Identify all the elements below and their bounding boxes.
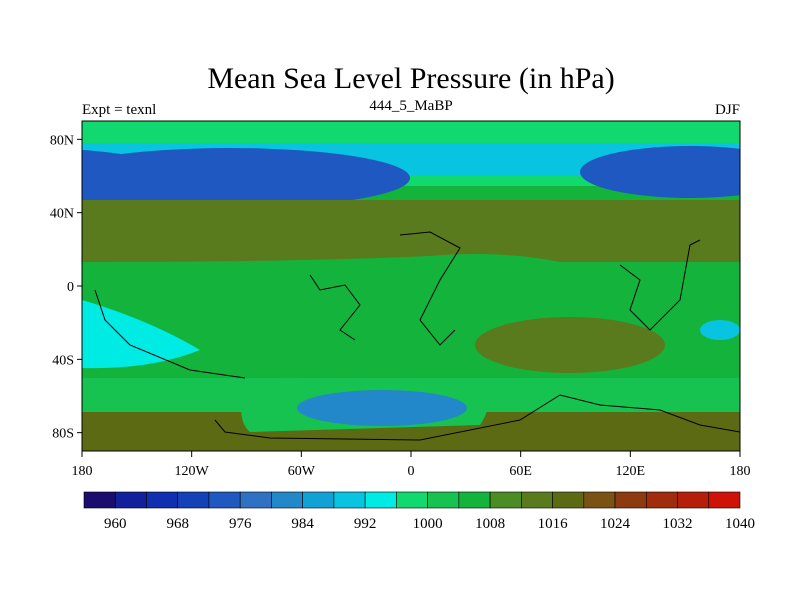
colorbar-swatch: [521, 491, 553, 509]
subtitle-center: 444_5_MaBP: [369, 98, 452, 114]
coast-africa: [399, 231, 461, 346]
x-tick-label: 60W: [288, 464, 316, 479]
chart-title: Mean Sea Level Pressure (in hPa): [207, 62, 614, 95]
field-arctic-top: [82, 121, 740, 143]
colorbar-swatch: [489, 491, 522, 509]
field-icelandic-low: [580, 146, 740, 198]
x-tick-label: 60E: [509, 464, 532, 479]
coastlines: [94, 231, 740, 441]
field-aleutian-low: [82, 148, 410, 208]
colorbar-label: 1040: [725, 516, 755, 532]
colorbar-swatch: [458, 491, 491, 509]
colorbar-swatch: [614, 491, 647, 509]
field-south-pacific-trough: [82, 300, 200, 369]
y-tick-label: 40S: [52, 353, 74, 368]
colorbar-swatch: [146, 491, 179, 509]
colorbar-swatch: [552, 491, 585, 509]
colorbar: [83, 491, 741, 509]
colorbar-label: 960: [104, 516, 127, 532]
colorbar-swatch: [239, 491, 272, 509]
x-tick-label: 0: [408, 464, 415, 479]
x-tick-label: 180: [72, 464, 93, 479]
subtitle-right: DJF: [715, 102, 740, 118]
field-austral-low: [297, 390, 467, 426]
colorbar-label: 968: [166, 516, 189, 532]
colorbar-swatch: [708, 491, 741, 509]
y-tick-label: 40N: [50, 207, 74, 222]
x-tick-label: 120W: [175, 464, 210, 479]
y-axis: 80N 40N 0 40S 80S: [50, 133, 82, 442]
colorbar-swatch: [396, 491, 428, 509]
pressure-field: [82, 121, 740, 451]
field-aleutian-low-west: [82, 149, 180, 207]
colorbar-swatch: [208, 491, 241, 509]
colorbar-swatch: [302, 491, 335, 509]
colorbar-label: 1032: [663, 516, 693, 532]
colorbar-swatch: [114, 491, 147, 509]
colorbar-label: 1016: [538, 516, 569, 532]
y-tick-label: 80S: [52, 427, 74, 442]
colorbar-swatch: [583, 491, 616, 509]
colorbar-swatch: [677, 491, 710, 509]
colorbar-swatch: [364, 491, 397, 509]
x-tick-label: 120E: [616, 464, 646, 479]
field-south-indian-high: [475, 317, 665, 373]
colorbar-swatch: [83, 491, 116, 509]
coast-australia: [309, 274, 361, 341]
x-tick-label: 180: [730, 464, 751, 479]
subtitle-left: Expt = texnl: [82, 102, 156, 118]
y-tick-label: 80N: [50, 133, 74, 148]
colorbar-label: 1008: [475, 516, 505, 532]
colorbar-label: 992: [354, 516, 377, 532]
colorbar-swatch: [427, 491, 460, 509]
colorbar-swatch: [333, 491, 366, 509]
field-subtropical-high-north: [82, 200, 740, 262]
colorbar-swatch: [177, 491, 210, 509]
colorbar-label: 976: [229, 516, 252, 532]
field-sw-pacific-low: [700, 320, 740, 340]
coast-asia: [619, 239, 701, 331]
y-tick-label: 0: [67, 280, 74, 295]
colorbar-swatch: [645, 491, 678, 509]
colorbar-swatch: [271, 491, 303, 509]
x-axis: 180 120W 60W 0 60E 120E 180: [72, 451, 751, 479]
colorbar-label: 1024: [600, 516, 631, 532]
colorbar-label: 984: [291, 516, 314, 532]
coast-antarctica: [214, 394, 740, 441]
colorbar-label: 1000: [413, 516, 443, 532]
coast-america: [94, 289, 246, 379]
colorbar-labels: 960 968 976 984 992 1000 1008 1016 1024 1032 1040: [104, 516, 755, 532]
